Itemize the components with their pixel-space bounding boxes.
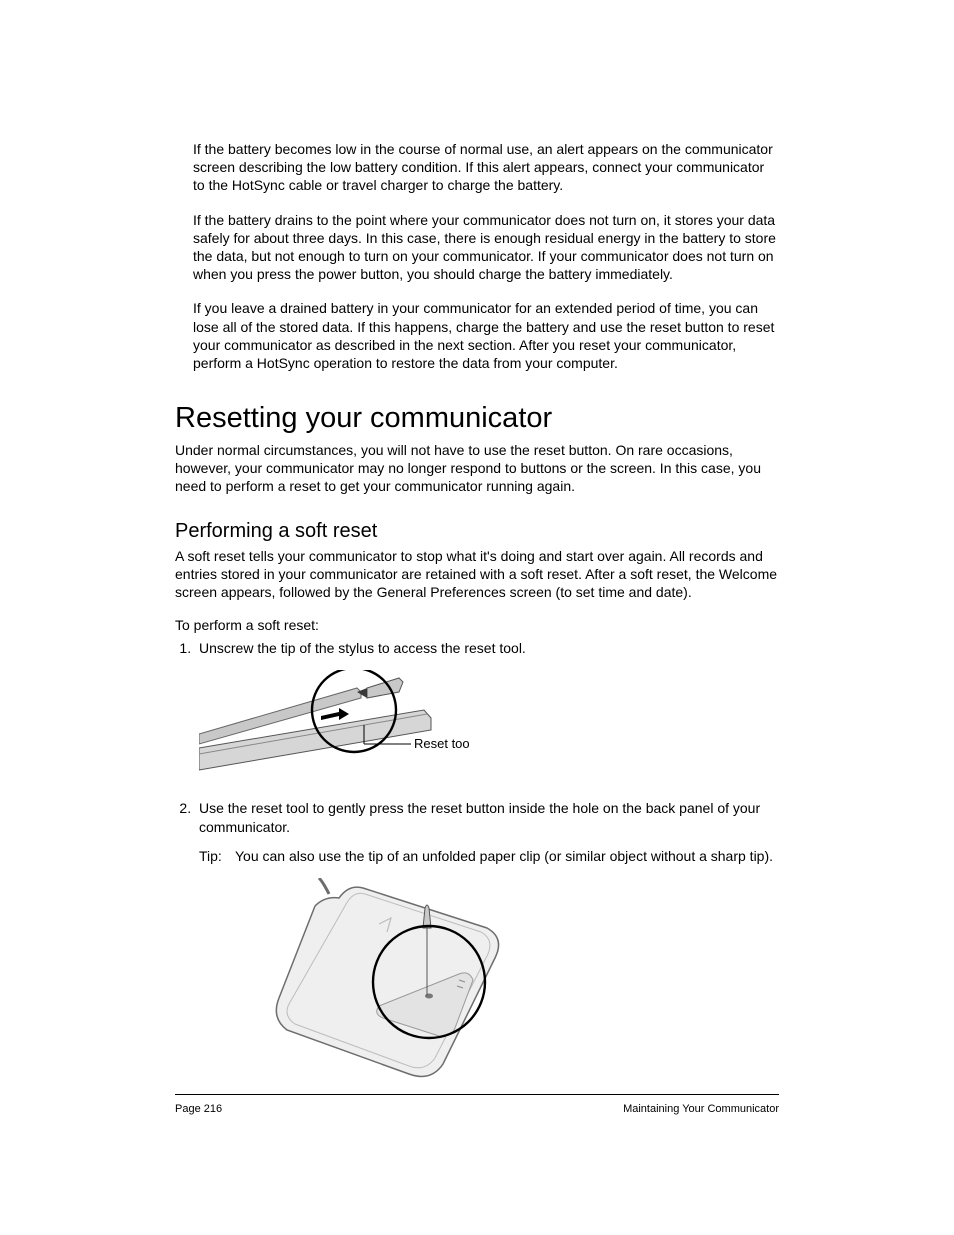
paragraph-soft-reset-desc: A soft reset tells your communicator to … — [175, 547, 779, 602]
step-2-text: Use the reset tool to gently press the r… — [199, 800, 760, 835]
heading-resetting: Resetting your communicator — [175, 402, 779, 435]
paragraph-battery-extended: If you leave a drained battery in your c… — [193, 299, 779, 372]
tip-row: Tip: You can also use the tip of an unfo… — [199, 847, 779, 866]
unscrew-arrow-icon — [321, 708, 349, 720]
paragraph-reset-intro: Under normal circumstances, you will not… — [175, 441, 779, 496]
page-content-area: If the battery becomes low in the course… — [0, 0, 954, 1083]
reset-hole — [425, 993, 433, 998]
step-2: Use the reset tool to gently press the r… — [195, 799, 779, 1083]
antenna — [319, 878, 329, 894]
procedure-heading: To perform a soft reset: — [175, 617, 779, 633]
step-1-text: Unscrew the tip of the stylus to access … — [199, 640, 526, 656]
procedure-list: Unscrew the tip of the stylus to access … — [175, 639, 779, 1082]
page-footer: Page 216 Maintaining Your Communicator — [175, 1094, 779, 1115]
step-1: Unscrew the tip of the stylus to access … — [195, 639, 779, 785]
footer-page-number: Page 216 — [175, 1103, 222, 1115]
figure-stylus: Reset tool — [199, 670, 779, 785]
tip-text: You can also use the tip of an unfolded … — [235, 847, 773, 866]
paragraph-battery-drain: If the battery drains to the point where… — [193, 211, 779, 284]
footer-chapter-title: Maintaining Your Communicator — [623, 1103, 779, 1115]
figure-device-back — [259, 878, 779, 1083]
battery-paragraph-block: If the battery becomes low in the course… — [193, 140, 779, 372]
heading-soft-reset: Performing a soft reset — [175, 520, 779, 543]
tip-label: Tip: — [199, 847, 235, 866]
paragraph-battery-low: If the battery becomes low in the course… — [193, 140, 779, 195]
figure-label-reset-tool: Reset tool — [414, 736, 469, 751]
